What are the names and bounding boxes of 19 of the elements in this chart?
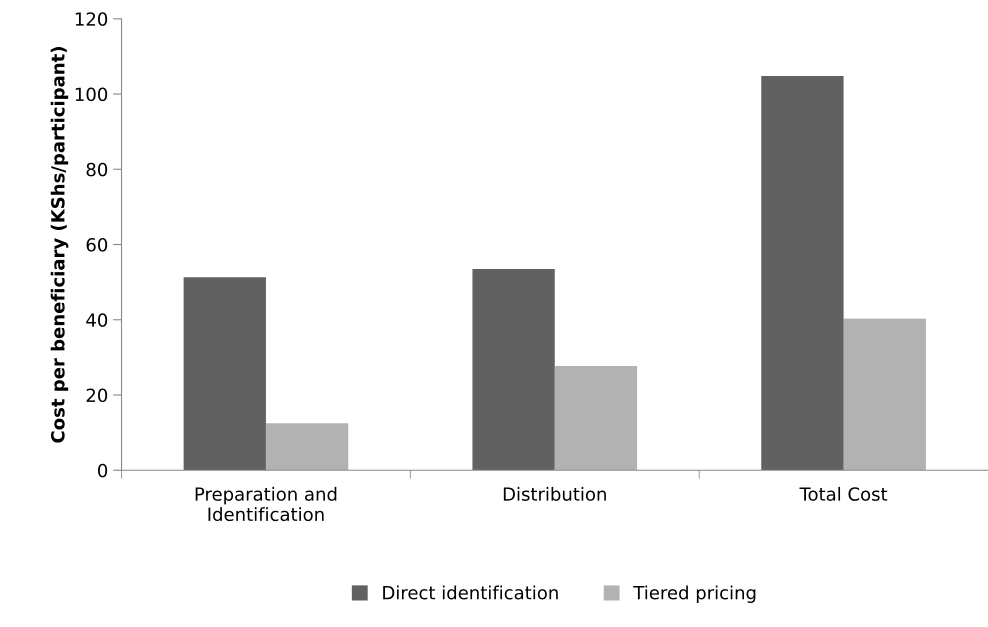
y-tick-label: 60 [86, 238, 108, 252]
y-tick-label: 120 [76, 12, 108, 26]
y-axis-title: Cost per beneficiary (KShs/participant) [50, 47, 68, 443]
y-tick-label: 40 [86, 313, 108, 327]
y-tick-label: 0 [98, 464, 108, 478]
legend-label: Tiered pricing [633, 586, 756, 603]
bar [266, 423, 348, 470]
legend-label: Direct identification [383, 586, 558, 600]
bar [472, 268, 555, 470]
bar [184, 277, 266, 470]
bar [844, 318, 926, 470]
bar [554, 366, 638, 470]
y-tick-label: 100 [76, 88, 108, 102]
x-tick-label: Preparation and Identification [196, 486, 336, 522]
x-tick-label: Distribution [504, 486, 606, 501]
x-tick-label: Total Cost [800, 486, 888, 501]
y-tick-label: 80 [86, 162, 108, 176]
y-tick-label: 20 [86, 388, 108, 402]
bar [761, 76, 844, 470]
